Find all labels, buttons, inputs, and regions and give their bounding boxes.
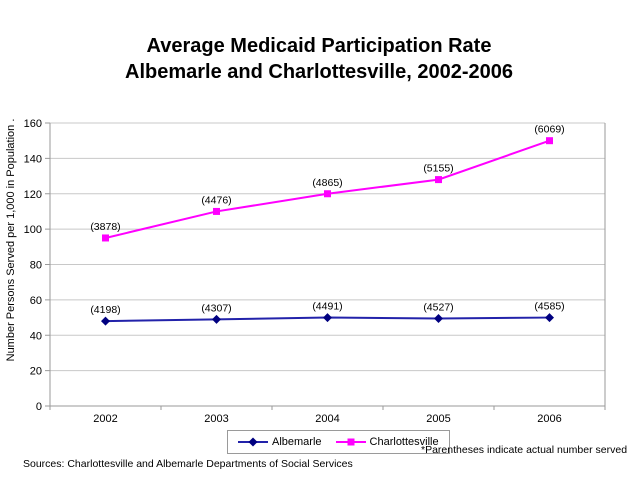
- data-label-charlottesville: (4476): [201, 194, 231, 206]
- legend-item-charlottesville: Charlottesville: [335, 436, 439, 448]
- data-label-albemarle: (4527): [423, 301, 453, 313]
- y-axis-tick-label: 140: [24, 153, 42, 165]
- x-axis-tick-label: 2002: [93, 413, 117, 425]
- y-axis-tick-label: 0: [36, 401, 42, 413]
- data-label-albemarle: (4585): [534, 301, 564, 313]
- chart-title-line1: Average Medicaid Participation Rate: [146, 35, 492, 57]
- marker-albemarle: [545, 313, 554, 323]
- y-axis-tick-label: 120: [24, 189, 42, 201]
- marker-albemarle: [101, 316, 110, 326]
- data-label-albemarle: (4198): [90, 304, 120, 316]
- data-label-charlottesville: (4865): [312, 177, 342, 189]
- marker-charlottesville: [435, 176, 442, 184]
- series-line-charlottesville: [105, 139, 550, 239]
- data-label-albemarle: (4491): [312, 301, 342, 313]
- chart-legend: Albemarle Charlottesville: [227, 430, 450, 454]
- y-axis-title: Number Persons Served per 1,000 in Popul…: [5, 119, 17, 362]
- x-axis-tick-label: 2004: [315, 413, 339, 425]
- data-label-charlottesville: (5155): [423, 163, 453, 175]
- y-axis-tick-label: 60: [30, 295, 42, 307]
- y-axis-tick-label: 80: [30, 260, 42, 272]
- data-label-albemarle: (4307): [201, 302, 231, 314]
- marker-albemarle: [434, 313, 443, 323]
- x-axis-tick-label: 2006: [537, 413, 561, 425]
- chart-title: Average Medicaid Participation Rate Albe…: [0, 33, 638, 85]
- x-axis-tick-label: 2005: [426, 413, 450, 425]
- parentheses-note: *Parentheses indicate actual number serv…: [421, 444, 628, 456]
- x-axis-tick-label: 2003: [204, 413, 228, 425]
- legend-item-albemarle: Albemarle: [238, 436, 322, 448]
- data-label-charlottesville: (6069): [534, 124, 564, 136]
- sources-note: Sources: Charlottesville and Albemarle D…: [23, 458, 353, 470]
- legend-square-icon: [335, 438, 366, 446]
- y-axis-tick-label: 100: [24, 224, 42, 236]
- marker-charlottesville: [324, 190, 331, 198]
- marker-charlottesville: [546, 137, 553, 145]
- legend-label-albemarle: Albemarle: [272, 436, 322, 448]
- chart-title-line2: Albemarle and Charlottesville, 2002-2006: [125, 61, 513, 83]
- marker-albemarle: [212, 314, 221, 324]
- data-label-charlottesville: (3878): [90, 221, 120, 233]
- legend-diamond-icon: [238, 437, 268, 447]
- y-axis-tick-label: 40: [30, 330, 42, 342]
- marker-charlottesville: [102, 234, 109, 242]
- marker-albemarle: [323, 313, 332, 323]
- y-axis-tick-label: 160: [24, 118, 42, 130]
- marker-charlottesville: [213, 207, 220, 215]
- y-axis-tick-label: 20: [30, 366, 42, 378]
- legend-label-charlottesville: Charlottesville: [369, 436, 439, 448]
